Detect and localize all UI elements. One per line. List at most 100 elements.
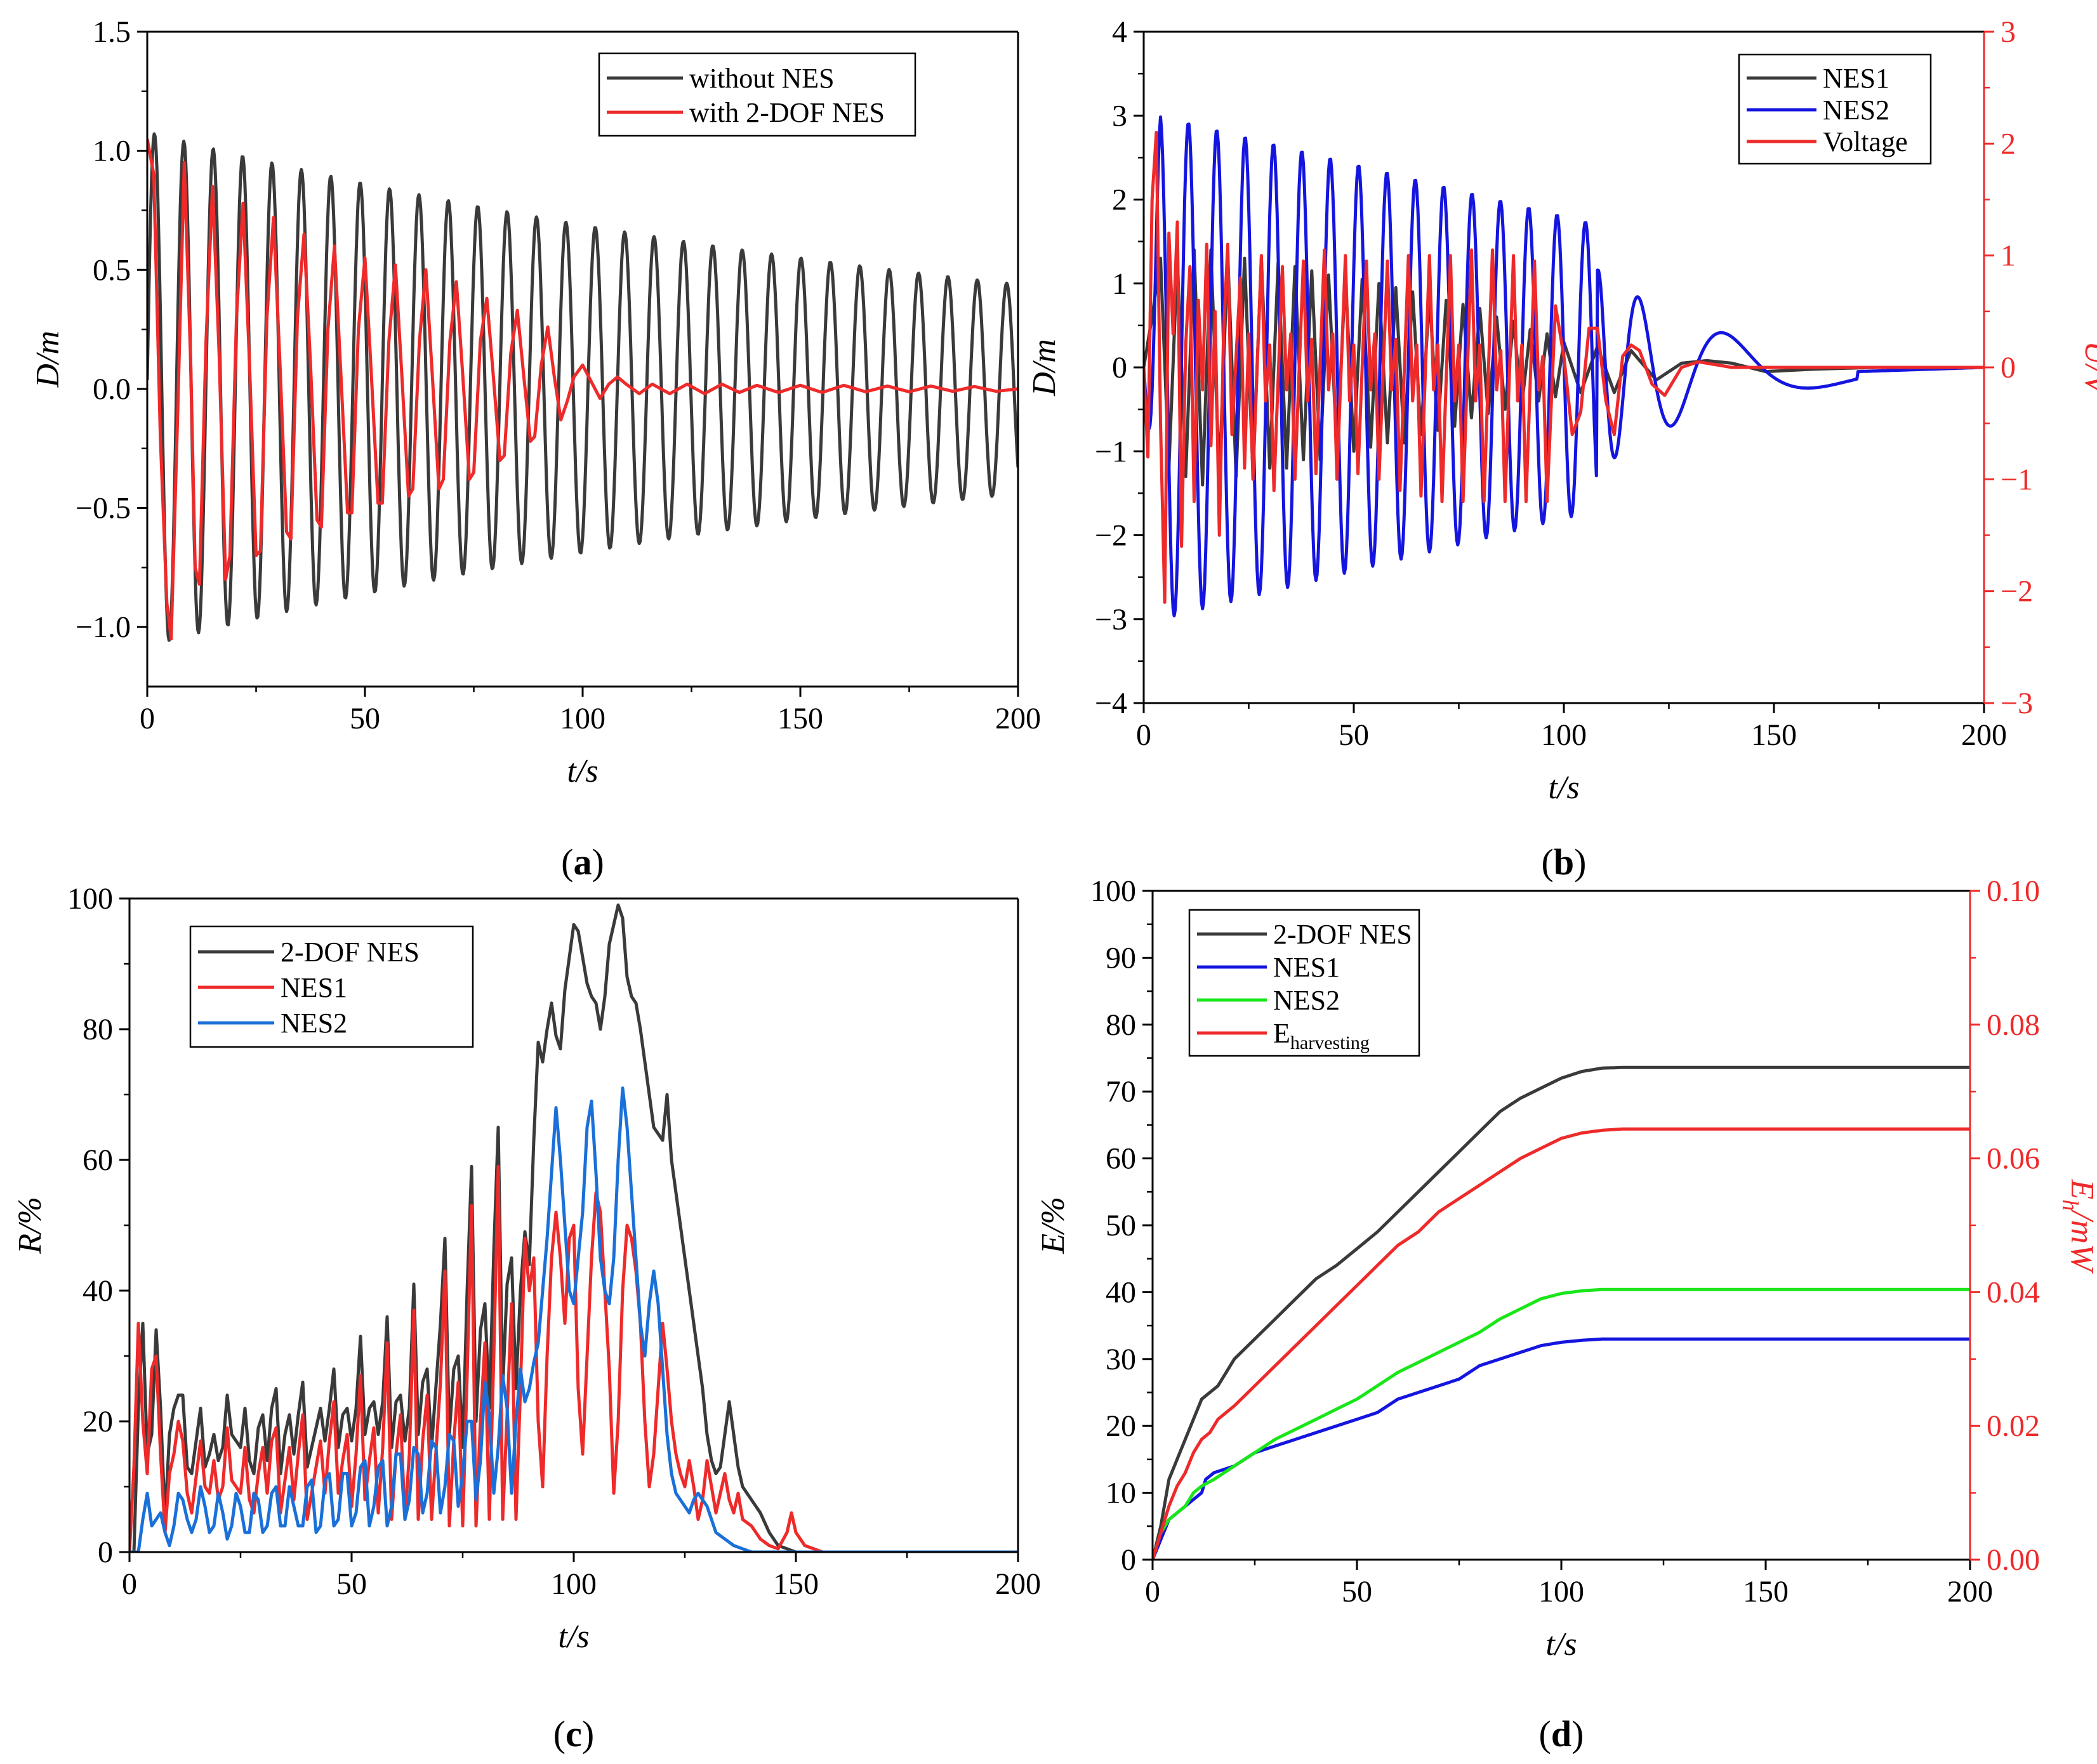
y2-tick-label: −1 — [2001, 463, 2033, 496]
x-axis-label: t/s — [558, 1619, 589, 1655]
x-tick-label: 100 — [551, 1567, 597, 1601]
x-tick-label: 200 — [995, 1567, 1041, 1601]
y-tick-label: 0.5 — [93, 253, 131, 287]
plot-area — [1144, 115, 1984, 617]
y2-tick-label: 2 — [2001, 127, 2016, 161]
panel-label: (d) — [1539, 1713, 1584, 1754]
legend-entry: NES1 — [281, 972, 347, 1003]
x-tick-label: 50 — [350, 702, 380, 735]
x-tick-label: 100 — [1538, 1575, 1584, 1609]
legend-entry: Eharvesting — [1273, 1018, 1370, 1053]
y2-label-rest: /mW — [2064, 1209, 2097, 1274]
y-tick-label: −3 — [1095, 603, 1127, 636]
x-axis-label: t/s — [1548, 770, 1579, 806]
y-tick-label: 40 — [1106, 1275, 1136, 1309]
y2-label-main: E — [2064, 1178, 2097, 1199]
panel-a: 0 50 100 150 200 −1.0 −0.5 0.0 0.5 1.0 1.5 t/s D/m (a… — [30, 15, 1041, 883]
y-tick-label: 100 — [67, 882, 113, 916]
y-tick-label: −0.5 — [76, 492, 131, 525]
legend-entry: Voltage — [1823, 126, 1908, 157]
y-tick-label: 40 — [83, 1274, 113, 1308]
y-tick-label: 0 — [1121, 1543, 1136, 1577]
series-line-nes2 — [1153, 1287, 1970, 1560]
legend: 2-DOF NES NES1 NES2 — [189, 925, 474, 1048]
series-line-nes1 — [129, 1164, 1018, 1552]
y-tick-label: 30 — [1106, 1343, 1136, 1376]
x-tick-label: 0 — [122, 1567, 137, 1601]
legend-box — [598, 52, 916, 137]
panel-b: 0 50 100 150 200 −4 −3 −2 −1 0 1 2 3 4 −3 −2 −1 0 1 2 3 t/s D/… — [1026, 15, 2097, 883]
legend-entry: 2-DOF NES — [281, 937, 420, 968]
series-line-nes1 — [1153, 1337, 1970, 1560]
panel-c: 0 50 100 150 200 0 20 40 60 80 100 t/s R/% (c) 2-DOF N… — [12, 882, 1041, 1754]
x-tick-label: 0 — [1145, 1575, 1160, 1609]
y2-tick-label: 0.02 — [1987, 1409, 2040, 1443]
legend-entry: NES1 — [1823, 63, 1889, 94]
series-line-voltage — [1144, 131, 1984, 604]
y-tick-label: 0 — [1112, 351, 1127, 385]
x-tick-label: 0 — [140, 702, 155, 735]
y-tick-label: 20 — [1106, 1409, 1136, 1443]
y2-tick-label: 0 — [2001, 351, 2016, 385]
x-tick-label: 200 — [1947, 1575, 1993, 1609]
y2-tick-label: 0.10 — [1987, 874, 2040, 908]
x-tick-label: 150 — [1751, 718, 1797, 752]
series-line-2-dof-nes — [129, 903, 1018, 1552]
y-tick-label: 10 — [1106, 1477, 1136, 1510]
legend-entry: with 2-DOF NES — [689, 97, 885, 128]
y-tick-label: 60 — [1106, 1142, 1136, 1176]
y2-tick-label: 0.04 — [1987, 1275, 2040, 1309]
y-tick-label: 4 — [1112, 15, 1127, 49]
series-line-2-dof-nes — [1153, 1065, 1970, 1560]
y-tick-label: −1 — [1095, 435, 1127, 468]
x-tick-label: 150 — [773, 1567, 819, 1601]
y2-tick-label: 0.08 — [1987, 1008, 2040, 1042]
y-axis-label: D/m — [30, 331, 66, 388]
y-axis-label: E/% — [1035, 1197, 1071, 1254]
y-tick-label: 0.0 — [93, 372, 131, 406]
y2-tick-label: 3 — [2001, 15, 2016, 49]
legend-entry: NES2 — [1823, 95, 1889, 126]
x-tick-label: 50 — [336, 1567, 367, 1601]
panel-label: (b) — [1542, 841, 1587, 883]
legend-entry: NES2 — [1273, 985, 1340, 1016]
series-line-with-2-dof-nes — [147, 138, 1018, 641]
y2-tick-label: −3 — [2001, 687, 2033, 720]
y-tick-label: 1.0 — [93, 135, 131, 168]
x-tick-label: 0 — [1136, 718, 1151, 752]
x-tick-label: 200 — [1961, 718, 2007, 752]
y-tick-label: 50 — [1106, 1209, 1136, 1242]
panel-d: 0 50 100 150 200 0 10 20 30 40 50 60 70 80 90 100 0.00 0.… — [1035, 874, 2097, 1754]
plot-area — [129, 903, 1018, 1552]
plot-area — [1153, 1065, 1970, 1560]
legend-entry: NES1 — [1273, 952, 1340, 983]
x-axis-label: t/s — [1545, 1626, 1577, 1662]
y-tick-label: 80 — [83, 1013, 113, 1046]
series-line-nes2 — [129, 1086, 1018, 1552]
x-tick-label: 50 — [1342, 1575, 1372, 1609]
x-tick-label: 100 — [560, 702, 605, 735]
x-tick-label: 150 — [1743, 1575, 1789, 1609]
y2-label-sub: h — [2058, 1199, 2083, 1211]
y2-axis-label: Eh/mW — [2058, 1178, 2097, 1274]
y-tick-label: 1 — [1112, 267, 1127, 301]
y-axis-label: D/m — [1026, 339, 1062, 397]
y2-tick-label: −2 — [2001, 575, 2033, 609]
x-tick-label: 150 — [777, 702, 823, 735]
plot-area — [147, 132, 1018, 642]
y-tick-label: 1.5 — [93, 15, 131, 49]
y-tick-label: 60 — [83, 1143, 113, 1177]
y-tick-label: −2 — [1095, 519, 1127, 553]
panel-label: (c) — [553, 1713, 594, 1754]
y2-tick-label: 1 — [2001, 239, 2016, 273]
legend-entry: without NES — [689, 63, 835, 94]
y-tick-label: 90 — [1106, 941, 1136, 975]
y-tick-label: −1.0 — [76, 610, 131, 644]
y-tick-label: 2 — [1112, 183, 1127, 217]
panel-label: (a) — [561, 841, 604, 883]
series-line-e-harvesting — [1153, 1127, 1970, 1560]
